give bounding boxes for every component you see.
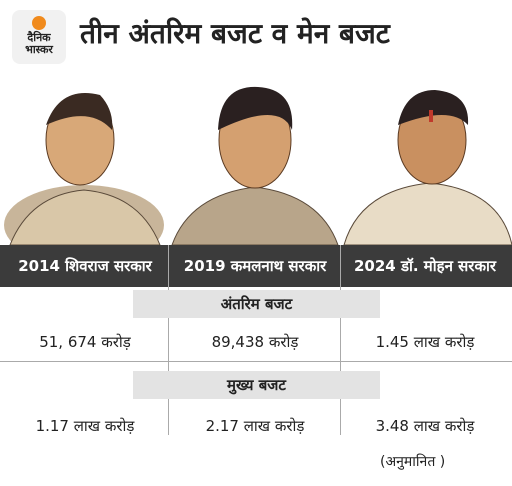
cell: 51, 674 करोड़	[39, 333, 131, 351]
cell: 1.17 लाख करोड़	[35, 417, 135, 435]
column-header: 2019 कमलनाथ सरकार	[183, 257, 327, 275]
logo-text: दैनिक	[27, 31, 51, 44]
section-title: मुख्य बजट	[133, 371, 380, 399]
header-bar	[0, 245, 512, 287]
cell: 89,438 करोड़	[211, 333, 299, 351]
portrait	[171, 86, 339, 245]
section-title: अंतरिम बजट	[133, 290, 380, 318]
portrait	[4, 93, 164, 245]
cell: 1.45 लाख करोड़	[375, 333, 475, 351]
column-header: 2024 डॉ. मोहन सरकार	[354, 257, 496, 275]
logo-text: भास्कर	[25, 43, 53, 56]
cell: 3.48 लाख करोड़	[375, 417, 475, 435]
note: (अनुमानित )	[380, 454, 446, 470]
separator	[168, 245, 169, 435]
logo-mark	[32, 16, 46, 30]
title: तीन अंतरिम बजट व मेन बजट	[80, 17, 390, 50]
logo: दैनिक भास्कर	[12, 10, 66, 64]
row-line	[0, 361, 512, 362]
portraits	[4, 86, 512, 245]
separator	[340, 245, 341, 435]
portrait	[343, 90, 512, 245]
cell: 2.17 लाख करोड़	[205, 417, 305, 435]
column-header: 2014 शिवराज सरकार	[18, 257, 152, 275]
